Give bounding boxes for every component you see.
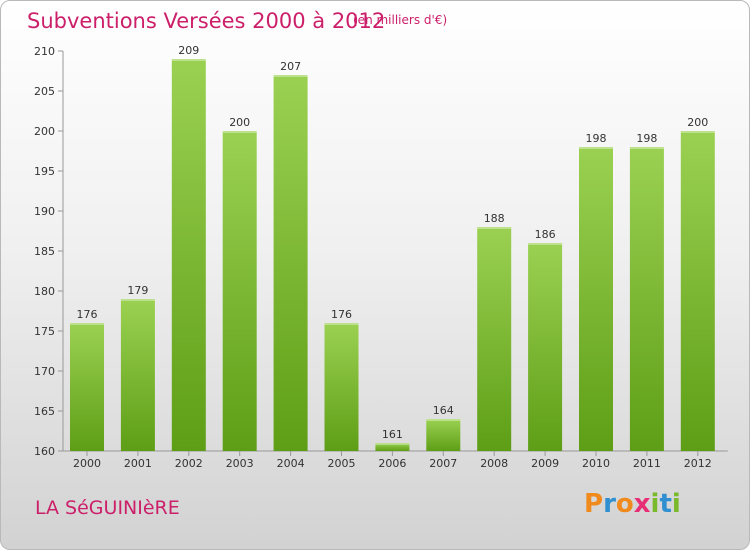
y-tick-label: 190	[34, 205, 55, 218]
bar-highlight-2008	[477, 227, 512, 229]
value-label-2005: 176	[331, 308, 352, 321]
y-tick-label: 185	[34, 245, 55, 258]
value-label-2000: 176	[77, 308, 98, 321]
bar-2007	[426, 419, 461, 451]
logo-letter: i	[650, 489, 660, 519]
value-label-2003: 200	[229, 116, 250, 129]
y-tick-label: 210	[34, 45, 55, 58]
bar-highlight-2010	[579, 147, 613, 149]
value-label-2002: 209	[178, 44, 199, 57]
bar-2011	[629, 147, 664, 451]
logo-letter: P	[584, 489, 604, 519]
value-label-2004: 207	[280, 60, 301, 73]
y-tick-label: 180	[34, 285, 55, 298]
bar-highlight-2001	[120, 299, 155, 301]
y-tick-label: 160	[34, 445, 55, 458]
proxiti-logo: Proxiti	[584, 489, 681, 519]
x-tick-label-2006: 2006	[378, 457, 406, 470]
bar-highlight-2007	[426, 419, 461, 421]
bar-highlight-2009	[528, 243, 563, 245]
bar-2002	[171, 59, 206, 451]
value-label-2008: 188	[484, 212, 505, 225]
logo-letter: i	[671, 489, 681, 519]
bar-highlight-2004	[273, 75, 308, 77]
x-tick-label-2000: 2000	[73, 457, 101, 470]
bar-highlight-2011	[629, 147, 664, 149]
bar-2006	[375, 443, 410, 451]
x-tick-label-2003: 2003	[226, 457, 254, 470]
bar-highlight-2005	[324, 323, 359, 325]
value-label-2011: 198	[636, 132, 657, 145]
x-tick-label-2008: 2008	[480, 457, 508, 470]
x-tick-label-2004: 2004	[277, 457, 305, 470]
y-tick-label: 165	[34, 405, 55, 418]
labels: 160 165 170 175 180 185 190 195 200 205 210 176 2000…	[34, 44, 712, 470]
bar-highlight-2003	[222, 131, 257, 133]
bar-2008	[477, 227, 512, 451]
bar-highlight-2006	[375, 443, 410, 445]
logo-letter: x	[633, 489, 651, 519]
axes	[58, 50, 728, 456]
logo-letter: t	[659, 489, 672, 519]
x-tick-label-2001: 2001	[124, 457, 152, 470]
value-label-2009: 186	[535, 228, 556, 241]
bar-highlight-2002	[171, 59, 206, 61]
x-tick-label-2011: 2011	[633, 457, 661, 470]
bar-2003	[222, 131, 257, 451]
commune-name: LA SéGUINIèRE	[35, 497, 180, 519]
chart-unit-note: (en milliers d'€)	[353, 13, 448, 27]
value-label-2006: 161	[382, 428, 403, 441]
bar-2004	[273, 75, 308, 451]
x-tick-label-2007: 2007	[429, 457, 457, 470]
y-tick-label: 205	[34, 85, 55, 98]
y-tick-label: 200	[34, 125, 55, 138]
bar-2000	[70, 323, 104, 451]
bar-highlight-2012	[680, 131, 715, 133]
x-tick-label-2002: 2002	[175, 457, 203, 470]
chart-title: Subventions Versées 2000 à 2012	[27, 9, 386, 33]
logo-letter: o	[615, 489, 634, 519]
value-label-2001: 179	[127, 284, 148, 297]
bar-highlight-2000	[70, 323, 104, 325]
x-tick-label-2010: 2010	[582, 457, 610, 470]
value-label-2007: 164	[433, 404, 454, 417]
x-tick-label-2012: 2012	[684, 457, 712, 470]
value-label-2010: 198	[586, 132, 607, 145]
y-tick-label: 175	[34, 325, 55, 338]
bar-2001	[120, 299, 155, 451]
value-label-2012: 200	[687, 116, 708, 129]
bar-2010	[579, 147, 613, 451]
bar-2012	[680, 131, 715, 451]
x-tick-label-2009: 2009	[531, 457, 559, 470]
bar-2009	[528, 243, 563, 451]
y-tick-label: 170	[34, 365, 55, 378]
logo-letter: r	[603, 489, 616, 519]
x-tick-label-2005: 2005	[328, 457, 356, 470]
bar-2005	[324, 323, 359, 451]
bars	[70, 59, 715, 451]
y-tick-label: 195	[34, 165, 55, 178]
